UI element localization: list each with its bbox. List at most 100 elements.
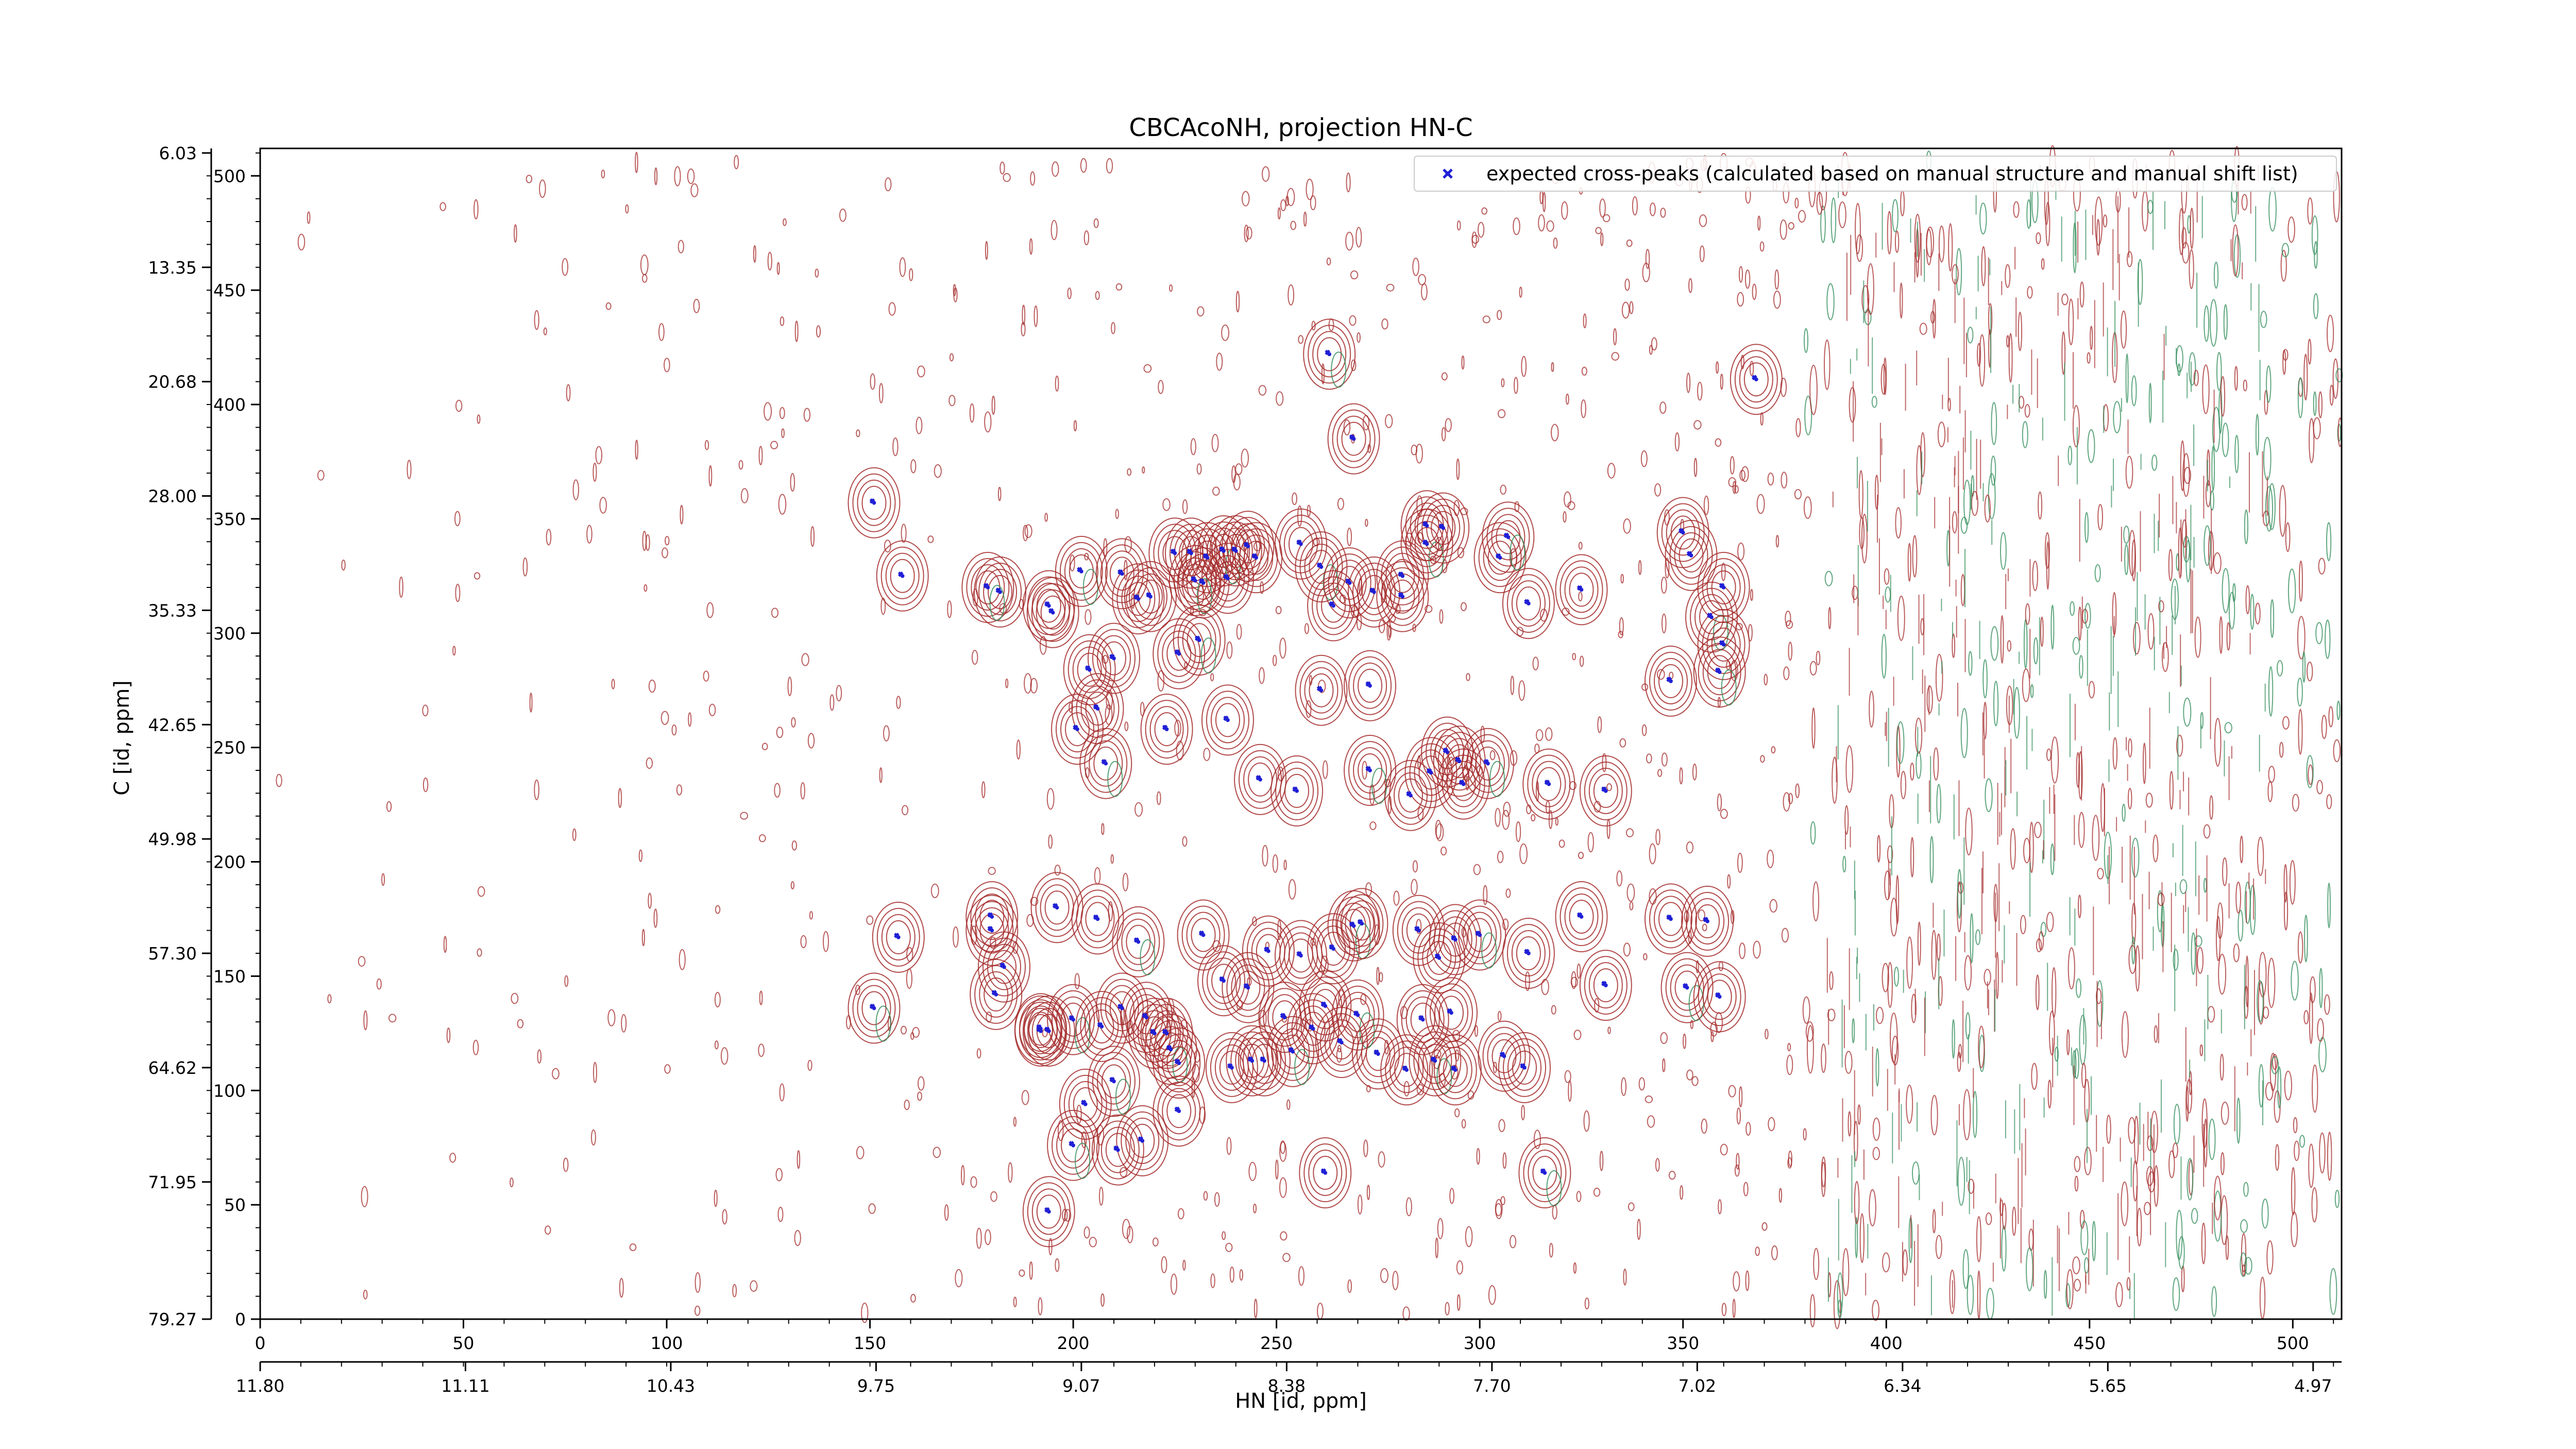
noise-contour bbox=[2023, 618, 2028, 669]
noise-contour bbox=[1482, 315, 1490, 324]
noise-contour bbox=[1871, 396, 1877, 408]
noise-contour bbox=[591, 1129, 596, 1146]
peak-contour bbox=[1166, 1094, 1192, 1128]
noise-contour bbox=[2307, 661, 2313, 682]
peak-contour bbox=[1279, 926, 1323, 985]
noise-contour bbox=[1645, 1096, 1653, 1103]
cross-peak-marker bbox=[1475, 930, 1482, 937]
noise-contour bbox=[1347, 527, 1352, 547]
noise-contour bbox=[1660, 1032, 1668, 1044]
noise-contour bbox=[1933, 747, 1939, 781]
noise-contour bbox=[1225, 1242, 1233, 1252]
noise-contour bbox=[2046, 912, 2054, 932]
peak-contour bbox=[1205, 1032, 1258, 1103]
peak-contour bbox=[1088, 1046, 1140, 1117]
noise-contour bbox=[1629, 901, 1634, 911]
peak-contour bbox=[1506, 574, 1550, 633]
noise-contour bbox=[2041, 258, 2045, 270]
noise-contour bbox=[1177, 1208, 1184, 1220]
peak-contour bbox=[1313, 1156, 1338, 1190]
noise-contour bbox=[2313, 293, 2319, 319]
peak-contour bbox=[1158, 1032, 1183, 1067]
peak-contour bbox=[1674, 970, 1700, 1005]
noise-contour bbox=[1298, 1266, 1304, 1286]
noise-contour bbox=[1932, 1209, 1936, 1234]
peak-contour bbox=[1238, 1025, 1291, 1097]
cross-peak-marker bbox=[1451, 1065, 1458, 1072]
noise-contour bbox=[2153, 834, 2159, 863]
peak-contour bbox=[1177, 611, 1221, 670]
peak-contour bbox=[1695, 904, 1720, 938]
noise-contour bbox=[1805, 1021, 1814, 1042]
peak-contour bbox=[1690, 898, 1725, 945]
noise-contour bbox=[1337, 498, 1344, 510]
noise-contour bbox=[1328, 318, 1334, 331]
noise-contour bbox=[1253, 1299, 1258, 1319]
noise-contour bbox=[1831, 197, 1837, 243]
noise-contour bbox=[1101, 823, 1105, 835]
noise-contour bbox=[621, 1014, 627, 1033]
noise-contour bbox=[2189, 249, 2194, 289]
noise-contour bbox=[1576, 1191, 1582, 1202]
cross-peak-marker bbox=[1081, 1100, 1088, 1106]
cross-peak-marker bbox=[1194, 635, 1201, 642]
peak-contour bbox=[848, 972, 901, 1044]
noise-contour bbox=[2200, 712, 2204, 729]
noise-contour bbox=[1190, 438, 1196, 456]
negative-contour bbox=[1371, 768, 1387, 804]
noise-contour bbox=[2145, 793, 2153, 808]
noise-contour bbox=[991, 395, 995, 415]
cross-peak-marker bbox=[1483, 759, 1490, 766]
noise-contour bbox=[690, 183, 699, 197]
noise-contour bbox=[1882, 963, 1889, 992]
noise-contour bbox=[2169, 771, 2174, 810]
noise-contour bbox=[1809, 1294, 1816, 1328]
peak-contour bbox=[1059, 542, 1103, 601]
noise-contour bbox=[1965, 1012, 1971, 1040]
noise-contour bbox=[1661, 752, 1668, 767]
noise-contour bbox=[640, 254, 649, 276]
noise-contour bbox=[1623, 942, 1631, 957]
noise-contour bbox=[1756, 494, 1765, 514]
peak-contour bbox=[1222, 511, 1275, 582]
noise-contour bbox=[648, 679, 656, 693]
peak-contour bbox=[1132, 1004, 1176, 1063]
noise-contour bbox=[1995, 951, 1999, 1000]
noise-contour bbox=[562, 258, 569, 276]
noise-contour bbox=[454, 511, 461, 527]
noise-contour bbox=[2212, 407, 2221, 452]
peak-contour bbox=[872, 901, 925, 973]
noise-contour bbox=[706, 602, 714, 618]
noise-contour bbox=[2241, 194, 2248, 211]
peak-contour bbox=[1702, 649, 1737, 696]
noise-contour bbox=[2128, 738, 2132, 757]
noise-contour bbox=[646, 757, 653, 769]
noise-contour bbox=[985, 1229, 991, 1245]
cross-peak-marker bbox=[1296, 539, 1303, 546]
noise-contour bbox=[1757, 215, 1761, 231]
noise-contour bbox=[884, 540, 891, 553]
noise-contour bbox=[1418, 274, 1427, 285]
noise-contour bbox=[2309, 992, 2313, 1044]
cross-peak-marker bbox=[987, 912, 994, 919]
noise-contour bbox=[1169, 284, 1173, 292]
noise-contour bbox=[358, 956, 366, 967]
peak-contour bbox=[1166, 636, 1192, 671]
peak-contour bbox=[1030, 872, 1083, 943]
noise-contour bbox=[1853, 1121, 1858, 1161]
noise-contour bbox=[1628, 1202, 1635, 1211]
noise-contour bbox=[2072, 637, 2080, 655]
noise-contour bbox=[276, 773, 282, 787]
noise-contour bbox=[1411, 444, 1418, 456]
noise-contour bbox=[1552, 1205, 1557, 1220]
noise-contour bbox=[1280, 199, 1286, 211]
noise-contour bbox=[1767, 473, 1774, 486]
noise-contour bbox=[955, 1269, 963, 1288]
cross-peak-marker bbox=[1109, 653, 1116, 661]
noise-contour bbox=[641, 929, 646, 947]
noise-contour bbox=[546, 529, 552, 546]
noise-contour bbox=[2187, 1158, 2194, 1201]
noise-contour bbox=[1052, 161, 1059, 177]
noise-contour bbox=[1890, 1012, 1898, 1063]
noise-contour bbox=[1852, 585, 1858, 600]
